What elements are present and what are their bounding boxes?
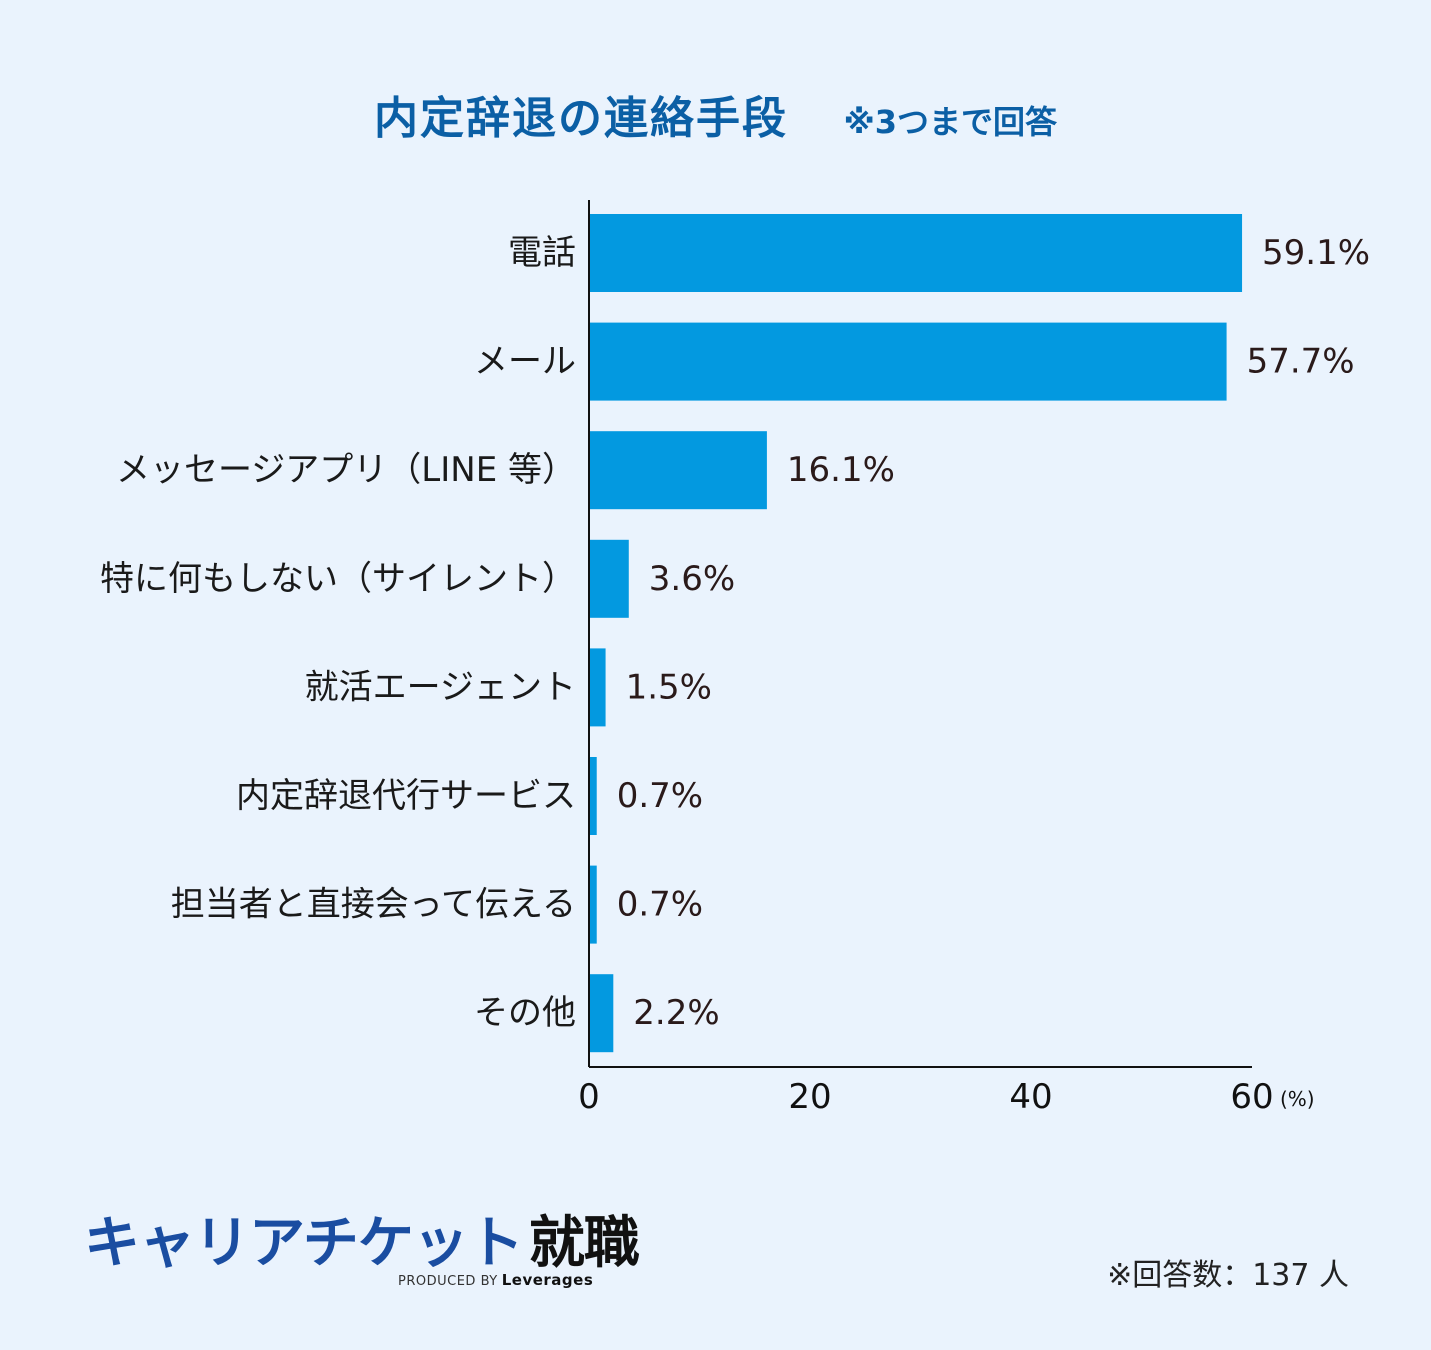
category-label-0: 電話 [508, 233, 576, 273]
bar-7 [589, 974, 614, 1053]
x-tick-label-1: 20 [788, 1077, 831, 1117]
x-axis-unit: (%) [1280, 1087, 1315, 1111]
category-label-2: メッセージアプリ（LINE 等） [116, 450, 576, 490]
produced-by: PRODUCED BY Leverages [398, 1271, 593, 1289]
x-tick-label-3: 60 [1230, 1077, 1273, 1117]
value-label-4: 1.5% [626, 667, 712, 707]
value-label-6: 0.7% [617, 885, 703, 925]
chart-title: 内定辞退の連絡手段 [374, 93, 789, 144]
bar-1 [589, 322, 1227, 401]
value-label-0: 59.1% [1262, 233, 1370, 273]
logo-kanji: 就職 [528, 1211, 640, 1276]
category-label-4: 就活エージェント [305, 667, 576, 707]
x-tick-label-0: 0 [578, 1077, 600, 1117]
bar-chart: 電話 59.1% メール 57.7% メッセージアプリ（LINE 等） 16.1% 特に何も… [100, 200, 1370, 1117]
bar-5 [589, 757, 597, 835]
bar-4 [589, 648, 606, 727]
brand-logo: キャリアチケット 就職 [84, 1198, 640, 1279]
category-label-7: その他 [474, 993, 576, 1033]
category-label-5: 内定辞退代行サービス [236, 776, 576, 816]
logo-name: キャリアチケット [84, 1211, 524, 1276]
respondent-count: ※回答数：137 人 [1107, 1258, 1349, 1293]
value-label-3: 3.6% [649, 559, 735, 599]
bar-2 [589, 431, 767, 510]
bar-0 [589, 214, 1243, 292]
value-label-2: 16.1% [787, 450, 895, 490]
category-label-1: メール [474, 342, 576, 382]
bar-3 [589, 539, 629, 618]
chart-title-block: 内定辞退の連絡手段 ※3つまで回答 [0, 82, 1431, 146]
category-label-3: 特に何もしない（サイレント） [100, 559, 576, 599]
value-label-1: 57.7% [1247, 342, 1355, 382]
category-label-6: 担当者と直接会って伝える [171, 885, 576, 925]
value-label-5: 0.7% [617, 776, 703, 816]
brand-name: Leverages [501, 1271, 594, 1289]
chart-subtitle: ※3つまで回答 [843, 103, 1057, 141]
value-label-7: 2.2% [633, 993, 719, 1033]
bar-6 [589, 865, 597, 944]
produced-by-label: PRODUCED BY [398, 1274, 498, 1289]
x-tick-label-2: 40 [1009, 1077, 1052, 1117]
